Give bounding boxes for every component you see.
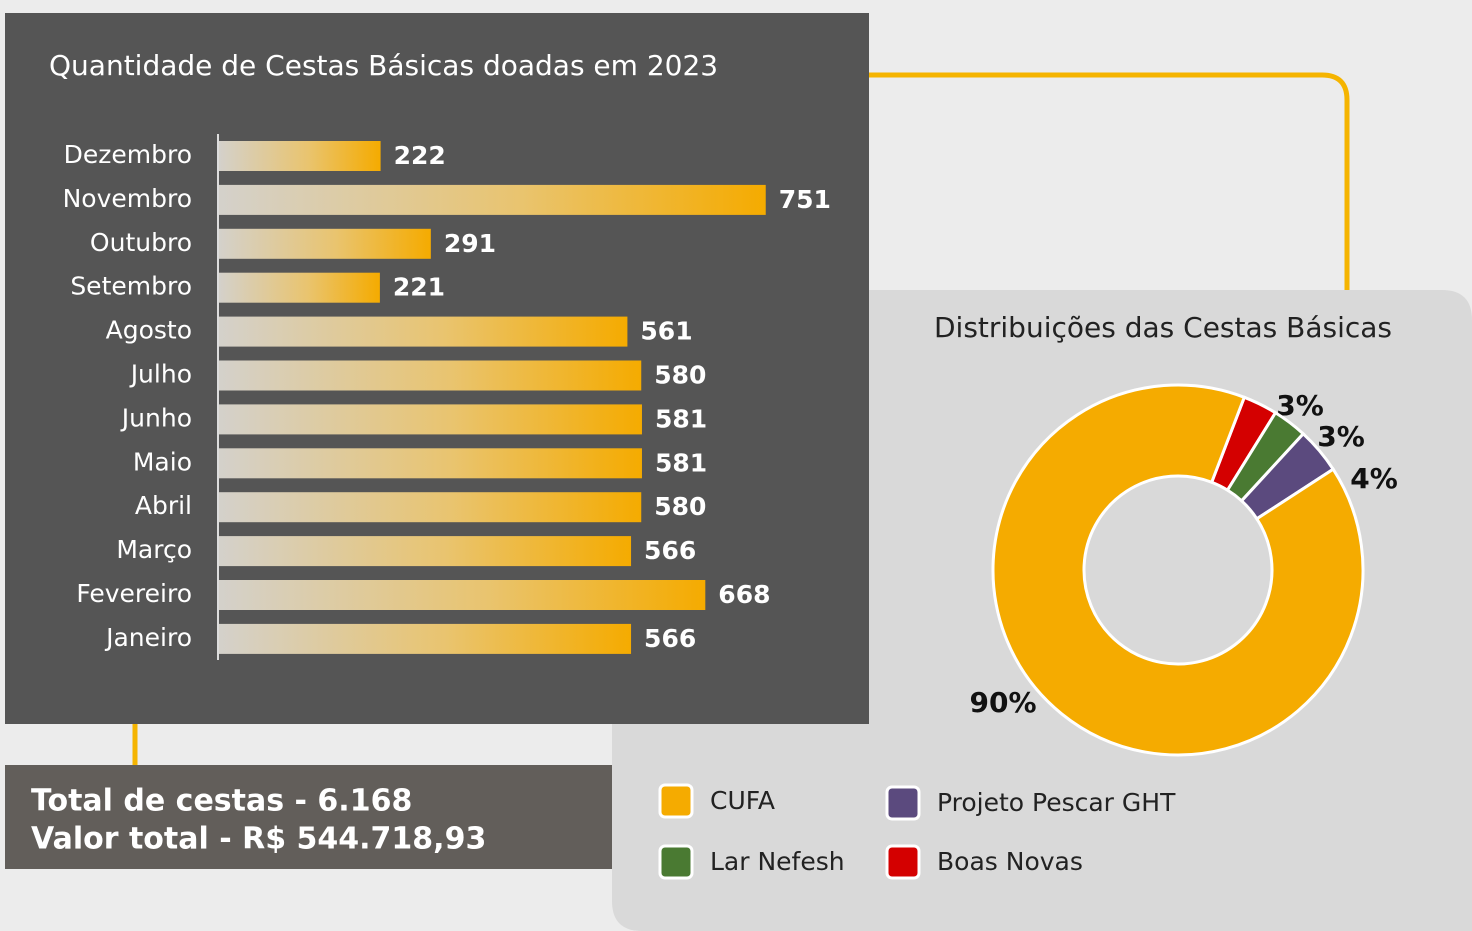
value-label: 581 [655,448,707,477]
bar [219,623,632,654]
bar [219,360,642,391]
value-label: 566 [644,624,696,653]
donut-slice [991,383,1365,757]
value-label: 581 [655,404,707,433]
legend-swatch [885,785,921,821]
value-label: 3% [1276,389,1324,422]
value-label: 3% [1317,420,1365,453]
chart-title: Distribuições das Cestas Básicas [934,311,1392,344]
bar [219,492,642,523]
value-label: 291 [444,229,496,258]
legend-label: Lar Nefesh [710,847,845,876]
connector [869,72,1350,292]
value-label: 668 [718,580,770,609]
value-label: 561 [640,317,692,346]
legend-swatch [658,783,694,819]
value-label: 221 [393,273,445,302]
bar [219,228,431,259]
bar [219,141,381,171]
bar [219,580,706,610]
category-label: Abril [135,491,192,520]
bar [219,184,766,215]
legend-label: Projeto Pescar GHT [937,788,1176,817]
bar [219,316,628,347]
bar [219,448,642,479]
bar [219,272,380,303]
value-label: 580 [654,492,706,521]
category-label: Maio [133,447,192,476]
legend-label: CUFA [710,786,775,815]
category-label: Outubro [90,228,192,257]
legend-label: Boas Novas [937,847,1083,876]
value-label: 566 [644,536,696,565]
value-label: 222 [394,141,446,170]
category-label: Março [116,535,192,564]
category-label: Fevereiro [76,579,192,608]
category-label: Agosto [106,316,192,345]
value-label: 90% [969,686,1036,719]
category-label: Setembro [70,272,192,301]
category-label: Janeiro [104,623,192,652]
bar [219,404,642,435]
summary-line: Valor total - R$ 544.718,93 [31,822,486,857]
category-label: Dezembro [64,140,192,169]
legend-swatch [885,844,921,880]
category-label: Junho [120,403,192,432]
value-label: 580 [654,361,706,390]
chart-title: Quantidade de Cestas Básicas doadas em 2… [49,49,718,82]
value-label: 751 [779,185,831,214]
legend-swatch [658,844,694,880]
summary-line: Total de cestas - 6.168 [31,784,412,819]
category-label: Julho [129,360,192,389]
bar [219,536,632,567]
value-label: 4% [1350,462,1398,495]
category-label: Novembro [63,184,192,213]
summary-box [5,765,612,869]
